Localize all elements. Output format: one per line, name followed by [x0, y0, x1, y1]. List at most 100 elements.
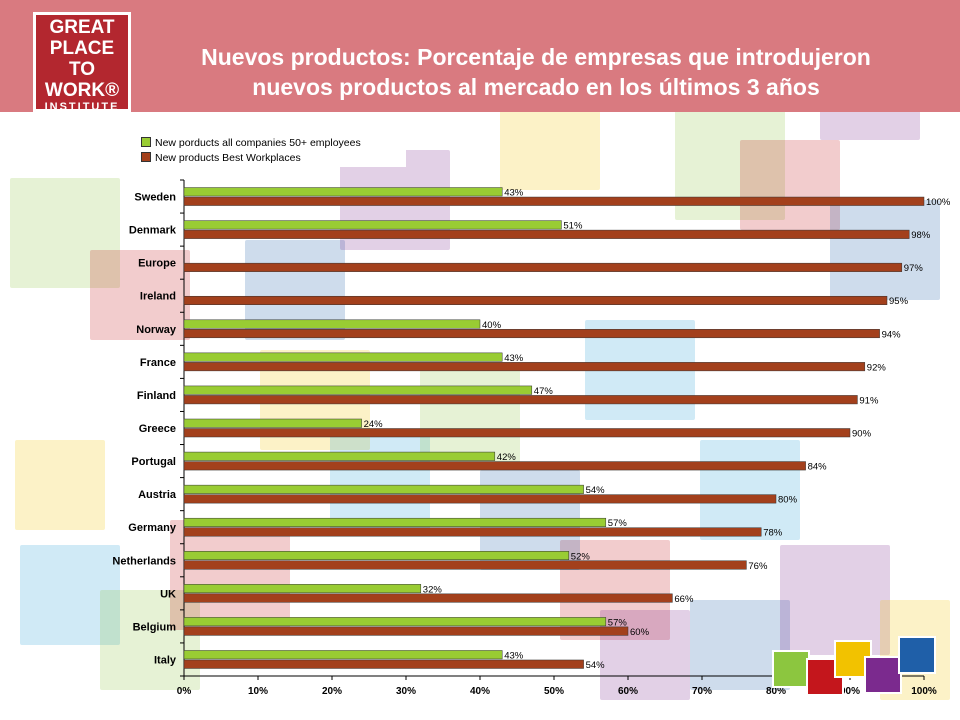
bar — [183, 428, 851, 438]
bar — [183, 461, 806, 471]
category-label: Denmark — [129, 225, 177, 237]
logo-text-institute: INSTITUTE — [44, 101, 120, 113]
bar — [183, 196, 925, 206]
logo-text-place: PLACE — [49, 38, 115, 59]
category-label: Ireland — [140, 291, 176, 303]
category-label: Greece — [139, 423, 176, 435]
data-label: 52% — [571, 551, 591, 562]
bar — [183, 362, 866, 372]
legend-item-all-companies: New porducts all companies 50+ employees — [141, 136, 361, 150]
category-label: France — [140, 357, 176, 369]
x-tick-label: 0% — [177, 686, 192, 697]
data-label: 24% — [364, 419, 384, 430]
bar — [183, 220, 562, 230]
background-tile — [15, 440, 105, 530]
data-label: 54% — [586, 485, 606, 496]
data-label: 57% — [608, 518, 628, 529]
background-tile — [600, 610, 690, 700]
bar — [183, 650, 503, 660]
bar — [183, 527, 762, 537]
background-tile — [740, 140, 840, 230]
category-label: Norway — [136, 324, 177, 336]
x-tick-label: 40% — [470, 686, 490, 697]
data-label: 66% — [674, 594, 694, 605]
background-tile — [20, 545, 120, 645]
x-tick-label: 70% — [692, 686, 712, 697]
data-label: 51% — [563, 221, 583, 232]
bar — [183, 659, 584, 669]
x-tick-label: 30% — [396, 686, 416, 697]
data-label: 43% — [504, 353, 524, 364]
data-label: 90% — [852, 429, 872, 440]
data-label: 94% — [882, 329, 902, 340]
category-label: Finland — [137, 390, 176, 402]
background-tile — [500, 100, 600, 190]
bar — [183, 584, 422, 594]
legend-label-best-workplaces: New products Best Workplaces — [155, 152, 301, 164]
logo-text-great: GREAT — [49, 17, 115, 38]
page-title: Nuevos productos: Porcentaje de empresas… — [136, 42, 936, 102]
x-tick-label: 20% — [322, 686, 342, 697]
chart-legend: New porducts all companies 50+ employees… — [133, 133, 406, 167]
bar — [183, 418, 362, 428]
title-line-1: Nuevos productos: Porcentaje de empresas… — [201, 44, 871, 70]
data-label: 76% — [748, 561, 768, 572]
data-label: 32% — [423, 584, 443, 595]
data-label: 98% — [911, 230, 931, 241]
data-label: 43% — [504, 650, 524, 661]
bar — [183, 593, 673, 603]
bar — [183, 229, 910, 239]
bar — [183, 395, 858, 405]
header-banner — [0, 0, 960, 112]
data-label: 78% — [763, 528, 783, 539]
x-tick-label: 60% — [618, 686, 638, 697]
bar — [183, 187, 503, 197]
bar — [183, 626, 629, 636]
bar — [183, 319, 481, 329]
legend-label-all-companies: New porducts all companies 50+ employees — [155, 137, 361, 149]
title-line-2: nuevos productos al mercado en los últim… — [252, 74, 820, 100]
data-label: 54% — [586, 660, 606, 671]
category-label: UK — [160, 588, 176, 600]
bar — [183, 517, 607, 527]
bar — [183, 385, 533, 395]
category-label: Portugal — [131, 456, 176, 468]
background-tile — [780, 545, 890, 655]
data-label: 100% — [926, 197, 951, 208]
decorative-logo-tiles — [772, 636, 942, 702]
data-label: 80% — [778, 495, 798, 506]
x-tick-label: 100% — [911, 686, 937, 697]
background-tile — [90, 250, 190, 340]
logo-text-mexico: MÉXICO — [54, 115, 110, 127]
data-label: 84% — [808, 462, 828, 473]
great-place-to-work-logo: GREAT PLACE TO WORK® INSTITUTE MÉXICO — [33, 12, 131, 127]
legend-swatch-all-companies — [141, 137, 151, 148]
legend-swatch-best-workplaces — [141, 152, 151, 163]
bar — [183, 494, 777, 504]
green-figure-icon — [772, 650, 810, 688]
x-tick-label: 10% — [248, 686, 268, 697]
data-label: 57% — [608, 617, 628, 628]
bar — [183, 352, 503, 362]
x-tick-label: 50% — [544, 686, 564, 697]
category-label: Netherlands — [112, 555, 176, 567]
logo-text-work: WORK® — [44, 80, 120, 101]
data-label: 92% — [867, 362, 887, 373]
data-label: 91% — [859, 395, 879, 406]
x-tick-label: 80% — [766, 686, 786, 697]
data-label: 95% — [889, 296, 909, 307]
bar — [183, 484, 584, 494]
data-label: 42% — [497, 452, 517, 463]
data-label: 60% — [630, 627, 650, 638]
category-label: Europe — [138, 258, 176, 270]
category-label: Italy — [154, 654, 177, 666]
category-label: Austria — [138, 489, 177, 501]
bar — [183, 617, 607, 627]
bar — [183, 451, 496, 461]
background-tile — [700, 440, 800, 540]
background-tile — [10, 178, 120, 288]
background-tile — [830, 200, 940, 300]
bar — [183, 262, 903, 272]
category-label: Sweden — [134, 192, 176, 204]
